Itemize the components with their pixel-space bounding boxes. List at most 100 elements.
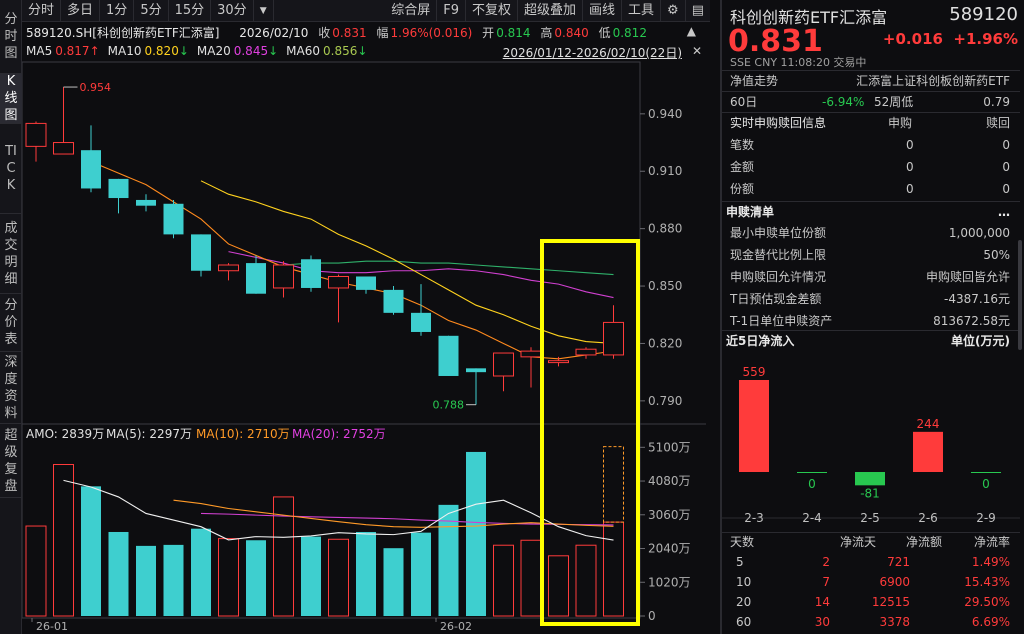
- price-tick-label: 0.790: [648, 394, 682, 408]
- flow-table-row: 20 14 12515 29.50%: [722, 592, 1020, 612]
- vtab-label: 分价表: [4, 298, 18, 347]
- period-row: 60日 -6.94% 52周低 0.79: [722, 91, 1020, 113]
- cell-flow-rate: 6.69%: [971, 615, 1010, 629]
- nav-row[interactable]: 净值走势 汇添富上证科创板创新药ETF: [722, 70, 1020, 92]
- vol-tick-label: 1020万: [648, 575, 691, 589]
- market-meta: SSE CNY 11:08:20 交易中: [730, 56, 867, 69]
- ma-legend-arrow: ↓: [178, 44, 189, 58]
- ma-legend-bar: MA5 0.817↑ MA10 0.820↓ MA20 0.845↓ MA60 0.856↓ …: [26, 44, 710, 60]
- high-annotation: 0.954: [80, 81, 112, 94]
- volume-bar: [575, 544, 597, 617]
- collapse-icon[interactable]: ▲: [686, 24, 696, 38]
- tab-period-0[interactable]: 分时: [22, 0, 62, 22]
- no-adjust-button[interactable]: 不复权: [466, 0, 518, 22]
- gear-icon[interactable]: ⚙: [661, 0, 686, 22]
- volume-bar: [466, 451, 486, 616]
- candle-body: [438, 335, 459, 376]
- ma-legend-value: 0.817: [55, 44, 90, 58]
- vtab-2[interactable]: TICK: [0, 124, 22, 214]
- ma-legend-value: 0.845: [233, 44, 269, 58]
- candle-body: [575, 348, 597, 356]
- list-row: 申购赎回允许情况 申购赎回皆允许: [722, 266, 1020, 288]
- more-icon[interactable]: …: [998, 205, 1010, 219]
- vtab-label: 超级复盘: [4, 427, 18, 494]
- ma-legend-label: MA60: [286, 44, 320, 58]
- cell-days: 5: [736, 555, 744, 569]
- low-label: 低: [598, 26, 611, 40]
- draw-line-button[interactable]: 画线: [583, 0, 623, 22]
- net-inflow-chart: 559 2-3 0 2-4 -81 2-5 244 2-6 0 2-9: [722, 365, 1020, 525]
- volume-bar: [383, 548, 404, 616]
- candle-body: [603, 321, 624, 356]
- cell-flow-rate: 29.50%: [964, 595, 1010, 609]
- tab-period-2[interactable]: 1分: [100, 0, 135, 22]
- ma-legend-label: MA20: [196, 44, 231, 58]
- list-value: 申购赎回皆允许: [925, 270, 1010, 284]
- ma-legend-label: MA10: [107, 44, 142, 58]
- price-tick-label: 0.880: [648, 222, 682, 236]
- vtab-5[interactable]: 深度资料: [0, 352, 22, 424]
- close-label: 收: [318, 26, 331, 40]
- panel-layout-icon[interactable]: ▤: [691, 2, 704, 18]
- vol-tick-label: 2040万: [648, 542, 691, 556]
- scrollbar[interactable]: [1018, 240, 1022, 350]
- ma-legend-arrow: ↓: [357, 44, 368, 58]
- flow-bar-label: 0: [808, 477, 816, 491]
- tab-period-4[interactable]: 15分: [169, 0, 212, 22]
- cell-flow-days: 30: [814, 615, 830, 629]
- volume-bar: [603, 521, 624, 617]
- list-row: 最小申赎单位份额 1,000,000: [722, 222, 1020, 244]
- composite-screen-button[interactable]: 综合屏: [385, 0, 438, 22]
- th-days: 天数: [730, 535, 755, 549]
- tab-period-3[interactable]: 5分: [134, 0, 169, 22]
- vtab-0[interactable]: 分时图: [0, 0, 22, 74]
- triangle-down-icon[interactable]: ▼: [254, 0, 274, 22]
- candle-body: [25, 122, 47, 147]
- vtab-4[interactable]: 分价表: [0, 294, 22, 352]
- amo-legend-item: MA(5): 2297万: [106, 427, 192, 441]
- vtab-3[interactable]: 成交明细: [0, 214, 22, 294]
- volume-bar: [328, 538, 349, 617]
- row52-value: 0.79: [983, 95, 1010, 109]
- cell-flow-amt: 6900: [879, 575, 910, 589]
- realtime-title: 实时申购赎回信息: [730, 116, 827, 130]
- realtime-row: 金额 0 0: [722, 156, 1020, 178]
- th-flow-days: 净流天: [840, 535, 877, 549]
- cell-flow-amt: 12515: [871, 595, 910, 609]
- rt-sub: 0: [906, 160, 914, 174]
- ma-legend-label: MA5: [26, 44, 53, 58]
- tab-period-5[interactable]: 30分: [211, 0, 254, 22]
- volume-bar: [548, 555, 569, 617]
- vtab-1[interactable]: K线图: [0, 74, 22, 124]
- vol-ma5-line: [63, 479, 614, 541]
- kline-chart[interactable]: 0.940 0.910 0.880 0.850 0.820 0.790 0.954 0.788…: [22, 0, 710, 634]
- rt-red: 0: [1002, 138, 1010, 152]
- list-row: T日预估现金差额 -4387.16元: [722, 288, 1020, 310]
- close-icon[interactable]: ✕: [691, 44, 702, 58]
- ma5-line: [90, 161, 614, 360]
- high-value: 0.840: [554, 26, 589, 40]
- tools-button[interactable]: 工具: [622, 0, 662, 22]
- flow-table-row: 10 7 6900 15.43%: [722, 572, 1020, 592]
- candle-body: [246, 263, 266, 294]
- amo-legend-item: MA(20): 2752万: [292, 427, 386, 441]
- vtab-6[interactable]: 超级复盘: [0, 424, 22, 498]
- volume-bar: [218, 538, 239, 617]
- flow-category-label: 2-5: [860, 511, 880, 525]
- flow-header: 近5日净流入 单位(万元): [722, 330, 1020, 352]
- ma-legend-arrow: ↑: [89, 44, 100, 58]
- symbol-label: 589120.SH[科创创新药ETF汇添富]: [26, 26, 220, 40]
- volume-bar: [301, 536, 321, 616]
- super-overlay-button[interactable]: 超级叠加: [518, 0, 584, 22]
- date-range-label[interactable]: 2026/01/12-2026/02/10(22日): [502, 46, 682, 60]
- volume-bar: [246, 540, 266, 616]
- f9-button[interactable]: F9: [437, 0, 466, 22]
- flow-bar: [855, 472, 885, 486]
- th-flow-rate: 净流率: [974, 535, 1011, 549]
- tab-period-1[interactable]: 多日: [61, 0, 101, 22]
- price-tick-label: 0.910: [648, 164, 682, 178]
- candle-body: [466, 368, 486, 373]
- realtime-row: 笔数 0 0: [722, 134, 1020, 156]
- nav-label: 净值走势: [730, 74, 779, 88]
- volume-bar: [356, 531, 376, 616]
